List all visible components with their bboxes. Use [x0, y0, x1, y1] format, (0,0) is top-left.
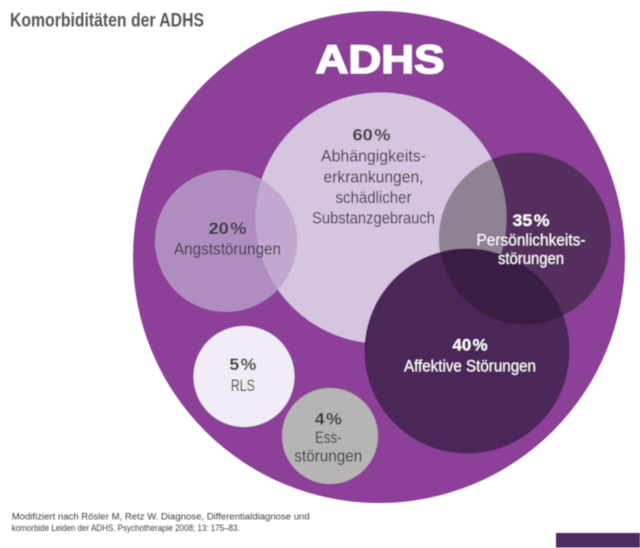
svg-text:Komorbiditäten der ADHS: Komorbiditäten der ADHS — [10, 10, 204, 32]
svg-text:35 %: 35 % — [513, 211, 550, 230]
svg-text:5 %: 5 % — [229, 355, 256, 374]
svg-text:ADHS: ADHS — [316, 38, 445, 82]
svg-text:60 %: 60 % — [353, 125, 391, 144]
svg-text:Abhängigkeits-: Abhängigkeits- — [321, 148, 426, 166]
svg-text:erkrankungen,: erkrankungen, — [324, 169, 424, 187]
svg-text:schädlicher: schädlicher — [336, 189, 412, 207]
svg-text:20 %: 20 % — [209, 219, 247, 238]
svg-text:Persönlichkeits-: Persönlichkeits- — [477, 231, 586, 249]
svg-text:4 %: 4 % — [315, 410, 342, 429]
svg-text:Substanzgebrauch: Substanzgebrauch — [312, 210, 435, 228]
svg-text:Modifiziert nach Rösler M, Ret: Modifiziert nach Rösler M, Retz W. Diagn… — [12, 512, 310, 523]
svg-text:Angststörungen: Angststörungen — [174, 241, 281, 259]
svg-text:komorbide Leiden der ADHS. Psy: komorbide Leiden der ADHS. Psychotherapi… — [12, 523, 240, 534]
svg-text:RLS: RLS — [231, 377, 255, 395]
svg-text:40 %: 40 % — [453, 335, 488, 354]
svg-text:störungen: störungen — [498, 250, 564, 268]
svg-text:Affektive Störungen: Affektive Störungen — [404, 357, 536, 375]
svg-text:störungen: störungen — [294, 448, 362, 466]
svg-text:Ess-: Ess- — [315, 429, 342, 447]
